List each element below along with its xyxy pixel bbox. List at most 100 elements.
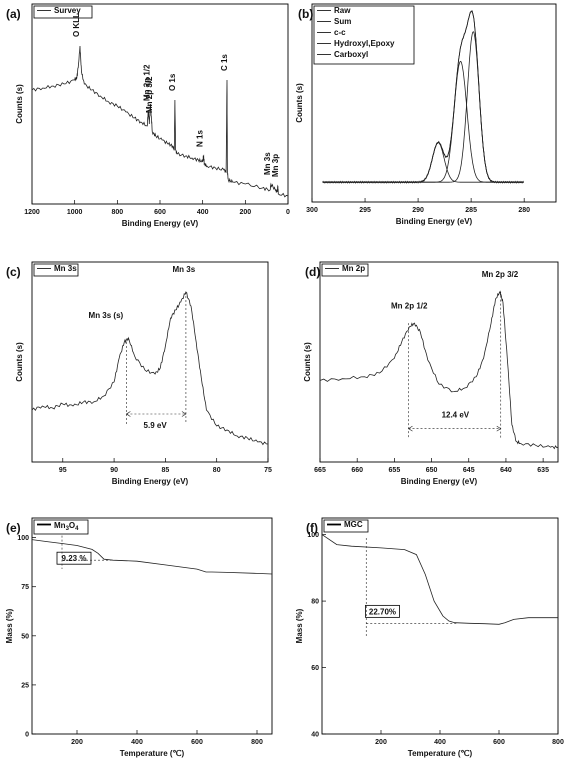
legend-box xyxy=(323,519,369,533)
x-tick-label: 650 xyxy=(426,467,438,474)
x-tick-label: 0 xyxy=(286,209,290,216)
plot-frame xyxy=(31,517,273,735)
plot-frame xyxy=(31,261,269,463)
peak-label: Mn 3p xyxy=(271,154,280,177)
x-tick-label: 280 xyxy=(518,207,530,214)
peak-hydroxyl-epoxy-line xyxy=(322,60,524,183)
legend-box xyxy=(321,263,369,277)
legend: Mn 2p xyxy=(321,263,369,277)
x-tick-label: 285 xyxy=(465,207,477,214)
y-axis-label: Mass (%) xyxy=(295,608,304,643)
mass-loss-label: 9.23 % xyxy=(62,554,87,563)
legend-subscript: 4 xyxy=(75,526,79,532)
x-tick-label: 800 xyxy=(552,739,564,746)
x-axis-label: Binding Energy (eV) xyxy=(112,477,189,486)
panel-b: (b) 300 295 290 285 280 Binding Energy (eV) Cou… xyxy=(295,3,557,226)
series-line xyxy=(31,539,273,575)
x-tick-label: 200 xyxy=(71,739,83,746)
x-tick-label: 800 xyxy=(251,739,263,746)
x-tick-label: 635 xyxy=(537,467,549,474)
x-tick-label: 665 xyxy=(314,467,326,474)
panel-label: (b) xyxy=(298,7,313,21)
panel-label: (d) xyxy=(305,265,320,279)
mass-loss-label: 22.70% xyxy=(369,607,396,616)
legend: Mn3O4 xyxy=(33,519,89,535)
legend: Survey xyxy=(33,5,93,19)
y-axis-label: Mass (%) xyxy=(5,608,14,643)
x-axis-label: Temperature (℃) xyxy=(120,749,185,758)
panel-label: (e) xyxy=(6,521,21,535)
mass-loss-box xyxy=(56,551,92,565)
legend: Mn 3s xyxy=(33,263,79,277)
panel-c: (c) 95 90 85 80 75 Binding Energy (eV) Counts (… xyxy=(6,261,272,486)
y-tick-label: 100 xyxy=(307,532,319,539)
x-tick-label: 85 xyxy=(161,467,169,474)
legend-label: Sum xyxy=(334,17,351,26)
x-tick-label: 1000 xyxy=(67,209,83,216)
panel-e: (e) 200 400 600 800 0 25 50 75 100 Temperature (℃)… xyxy=(5,517,273,758)
peak-label: Mn 3s xyxy=(263,152,272,175)
plot-frame xyxy=(311,3,557,203)
arrow-head xyxy=(407,425,413,432)
y-tick-label: 100 xyxy=(17,535,29,542)
panel-d: (d) 665 660 655 650 645 640 635 Binding Energy (… xyxy=(303,261,559,486)
x-tick-label: 1200 xyxy=(24,209,40,216)
series-line xyxy=(321,534,558,625)
panel-label: (c) xyxy=(6,265,21,279)
x-axis-label: Temperature (℃) xyxy=(408,749,473,758)
legend-label: Mn3O4 xyxy=(54,521,79,532)
x-axis-label: Binding Energy (eV) xyxy=(401,477,478,486)
peak-label: 12.4 eV xyxy=(442,411,470,420)
x-tick-label: 200 xyxy=(239,209,251,216)
mass-loss-box xyxy=(365,604,400,618)
x-tick-label: 660 xyxy=(351,467,363,474)
plot-frame xyxy=(319,261,559,463)
legend-box xyxy=(33,5,93,19)
x-tick-label: 295 xyxy=(359,207,371,214)
peak-label: Mn 2p 1/2 xyxy=(142,64,151,101)
panel-f: (f) 200 400 600 800 40 60 80 100 Temperature (℃) M… xyxy=(295,517,564,758)
legend-text: O xyxy=(69,521,75,530)
y-tick-label: 0 xyxy=(25,732,29,739)
legend-label: Survey xyxy=(54,6,81,15)
legend-label: Mn 3s xyxy=(54,264,77,273)
y-axis-label: Counts (s) xyxy=(303,342,312,382)
y-axis-label: Counts (s) xyxy=(295,83,304,123)
peak-label: O KLL xyxy=(72,13,81,37)
legend-subscript: 3 xyxy=(66,526,70,532)
arrow-head xyxy=(125,411,131,417)
x-tick-label: 200 xyxy=(375,739,387,746)
x-tick-label: 400 xyxy=(434,739,446,746)
legend-box xyxy=(313,5,415,65)
peak-label: Mn 3s (s) xyxy=(89,311,124,320)
peak-label: Mn 2p 1/2 xyxy=(391,301,428,310)
x-axis-label: Binding Energy (eV) xyxy=(396,217,473,226)
legend-label: MGC xyxy=(344,520,363,529)
x-tick-label: 400 xyxy=(131,739,143,746)
y-axis-label: Counts (s) xyxy=(15,342,24,382)
legend-box xyxy=(33,519,89,535)
x-tick-label: 600 xyxy=(191,739,203,746)
x-tick-label: 655 xyxy=(389,467,401,474)
legend-label: Carboxyl xyxy=(334,50,368,59)
x-tick-label: 800 xyxy=(111,209,123,216)
legend: Raw Sum c-c Hydroxyl,Epoxy Carboxyl xyxy=(313,5,415,65)
x-axis-label: Binding Energy (eV) xyxy=(122,219,199,228)
plot-frame xyxy=(321,517,559,735)
series-line xyxy=(319,290,559,450)
y-axis-label: Counts (s) xyxy=(15,84,24,124)
peak-label: Mn 2p 3/2 xyxy=(145,76,154,113)
peak-label: N 1s xyxy=(196,130,205,147)
x-tick-label: 290 xyxy=(412,207,424,214)
peak-label: Mn 3s xyxy=(173,265,196,274)
panel-label: (a) xyxy=(6,7,21,21)
peak-label: 5.9 eV xyxy=(144,421,168,430)
peak-label: Mn 2p 3/2 xyxy=(482,270,519,279)
legend-label: Hydroxyl,Epoxy xyxy=(334,39,395,48)
legend-label: c-c xyxy=(334,28,346,37)
x-tick-label: 645 xyxy=(463,467,475,474)
x-tick-label: 90 xyxy=(110,467,118,474)
peak-label: O 1s xyxy=(168,73,177,91)
legend-box xyxy=(33,263,79,277)
